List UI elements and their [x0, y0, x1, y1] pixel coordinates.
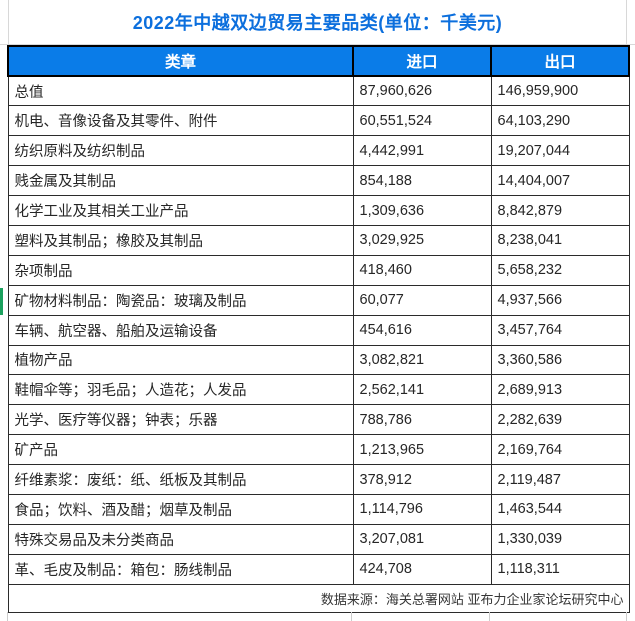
table-row: 杂项制品 418,460 5,658,232	[7, 254, 630, 286]
row-export-cell[interactable]: 19,207,044	[490, 135, 630, 167]
row-import-cell[interactable]: 2,562,141	[352, 374, 492, 406]
row-import-cell[interactable]: 3,029,925	[352, 224, 492, 256]
row-import-cell[interactable]: 3,082,821	[352, 344, 492, 376]
header-row: 类章 进口 出口	[7, 45, 630, 77]
row-import-cell[interactable]: 424,708	[352, 553, 492, 585]
row-export-cell[interactable]: 4,937,566	[490, 284, 630, 316]
row-export-cell[interactable]: 2,689,913	[490, 374, 630, 406]
row-category-cell[interactable]: 革、毛皮及制品：箱包：肠线制品	[7, 553, 354, 585]
row-import-cell[interactable]: 854,188	[352, 165, 492, 197]
table-row: 总值 87,960,626 146,959,900	[7, 75, 630, 107]
row-export-cell[interactable]: 14,404,007	[490, 165, 630, 197]
gridline-horizontal	[0, 44, 635, 45]
row-import-cell[interactable]: 3,207,081	[352, 523, 492, 555]
table-row: 塑料及其制品；橡胶及其制品 3,029,925 8,238,041	[7, 224, 630, 256]
table-row: 植物产品 3,082,821 3,360,586	[7, 344, 630, 376]
row-export-cell[interactable]: 2,282,639	[490, 404, 630, 436]
row-import-cell[interactable]: 4,442,991	[352, 135, 492, 167]
row-category-cell[interactable]: 植物产品	[7, 344, 354, 376]
row-import-cell[interactable]: 60,077	[352, 284, 492, 316]
table-row: 车辆、航空器、船舶及运输设备 454,616 3,457,764	[7, 314, 630, 346]
header-cell-import[interactable]: 进口	[352, 45, 492, 77]
row-export-cell[interactable]: 3,457,764	[490, 314, 630, 346]
row-category-cell[interactable]: 矿物材料制品：陶瓷品：玻璃及制品	[7, 284, 354, 316]
row-import-cell[interactable]: 454,616	[352, 314, 492, 346]
row-category-cell[interactable]: 纺织原料及纺织制品	[7, 135, 354, 167]
row-export-cell[interactable]: 3,360,586	[490, 344, 630, 376]
trade-table: 类章 进口 出口 总值 87,960,626 146,959,900 机电、音像设备及…	[7, 45, 630, 613]
row-export-cell[interactable]: 1,118,311	[490, 553, 630, 585]
row-category-cell[interactable]: 食品；饮料、酒及醋；烟草及制品	[7, 493, 354, 525]
table-row: 纤维素浆：废纸：纸、纸板及其制品 378,912 2,119,487	[7, 464, 630, 495]
gridline-stub	[626, 612, 627, 621]
table-row: 革、毛皮及制品：箱包：肠线制品 424,708 1,118,311	[7, 553, 630, 585]
row-export-cell[interactable]: 5,658,232	[490, 254, 630, 286]
table-row: 鞋帽伞等；羽毛品；人造花；人发品 2,562,141 2,689,913	[7, 374, 630, 406]
header-cell-category[interactable]: 类章	[7, 45, 354, 77]
row-export-cell[interactable]: 8,238,041	[490, 224, 630, 256]
row-category-cell[interactable]: 特殊交易品及未分类商品	[7, 523, 354, 555]
row-category-cell[interactable]: 贱金属及其制品	[7, 165, 354, 197]
table-row: 机电、音像设备及其零件、附件 60,551,524 64,103,290	[7, 105, 630, 137]
row-export-cell[interactable]: 64,103,290	[490, 105, 630, 137]
table-row: 光学、医疗等仪器；钟表；乐器 788,786 2,282,639	[7, 404, 630, 436]
row-import-cell[interactable]: 418,460	[352, 254, 492, 286]
row-export-cell[interactable]: 146,959,900	[490, 75, 630, 107]
footer-row: 数据来源：海关总署网站 亚布力企业家论坛研究中心	[7, 583, 630, 613]
table-row: 矿物材料制品：陶瓷品：玻璃及制品 60,077 4,937,566	[7, 284, 630, 316]
row-import-cell[interactable]: 1,114,796	[352, 493, 492, 525]
row-import-cell[interactable]: 788,786	[352, 404, 492, 436]
row-export-cell[interactable]: 8,842,879	[490, 195, 630, 226]
row-import-cell[interactable]: 1,213,965	[352, 434, 492, 466]
table-title-cell[interactable]: 2022年中越双边贸易主要品类(单位：千美元)	[8, 0, 627, 44]
row-import-cell[interactable]: 60,551,524	[352, 105, 492, 137]
row-export-cell[interactable]: 1,330,039	[490, 523, 630, 555]
table-row: 矿产品 1,213,965 2,169,764	[7, 434, 630, 466]
data-source-cell[interactable]: 数据来源：海关总署网站 亚布力企业家论坛研究中心	[7, 583, 630, 613]
gridline-stub	[489, 612, 490, 621]
table-body: 总值 87,960,626 146,959,900 机电、音像设备及其零件、附件 60,…	[7, 75, 630, 585]
row-category-cell[interactable]: 纤维素浆：废纸：纸、纸板及其制品	[7, 464, 354, 495]
gridline-stub	[351, 612, 352, 621]
row-category-cell[interactable]: 光学、医疗等仪器；钟表；乐器	[7, 404, 354, 436]
table-title: 2022年中越双边贸易主要品类(单位：千美元)	[132, 13, 503, 33]
row-category-cell[interactable]: 矿产品	[7, 434, 354, 466]
row-category-cell[interactable]: 化学工业及其相关工业产品	[7, 195, 354, 226]
row-category-cell[interactable]: 车辆、航空器、船舶及运输设备	[7, 314, 354, 346]
row-export-cell[interactable]: 1,463,544	[490, 493, 630, 525]
row-import-cell[interactable]: 378,912	[352, 464, 492, 495]
row-selection-indicator	[0, 288, 3, 315]
row-category-cell[interactable]: 机电、音像设备及其零件、附件	[7, 105, 354, 137]
table-row: 特殊交易品及未分类商品 3,207,081 1,330,039	[7, 523, 630, 555]
table-row: 化学工业及其相关工业产品 1,309,636 8,842,879	[7, 195, 630, 226]
table-row: 纺织原料及纺织制品 4,442,991 19,207,044	[7, 135, 630, 167]
row-export-cell[interactable]: 2,169,764	[490, 434, 630, 466]
table-row: 贱金属及其制品 854,188 14,404,007	[7, 165, 630, 197]
row-category-cell[interactable]: 杂项制品	[7, 254, 354, 286]
row-category-cell[interactable]: 总值	[7, 75, 354, 107]
row-import-cell[interactable]: 1,309,636	[352, 195, 492, 226]
row-export-cell[interactable]: 2,119,487	[490, 464, 630, 495]
row-import-cell[interactable]: 87,960,626	[352, 75, 492, 107]
row-category-cell[interactable]: 鞋帽伞等；羽毛品；人造花；人发品	[7, 374, 354, 406]
header-cell-export[interactable]: 出口	[490, 45, 630, 77]
gridline-stub	[7, 612, 8, 621]
table-row: 食品；饮料、酒及醋；烟草及制品 1,114,796 1,463,544	[7, 493, 630, 525]
row-category-cell[interactable]: 塑料及其制品；橡胶及其制品	[7, 224, 354, 256]
